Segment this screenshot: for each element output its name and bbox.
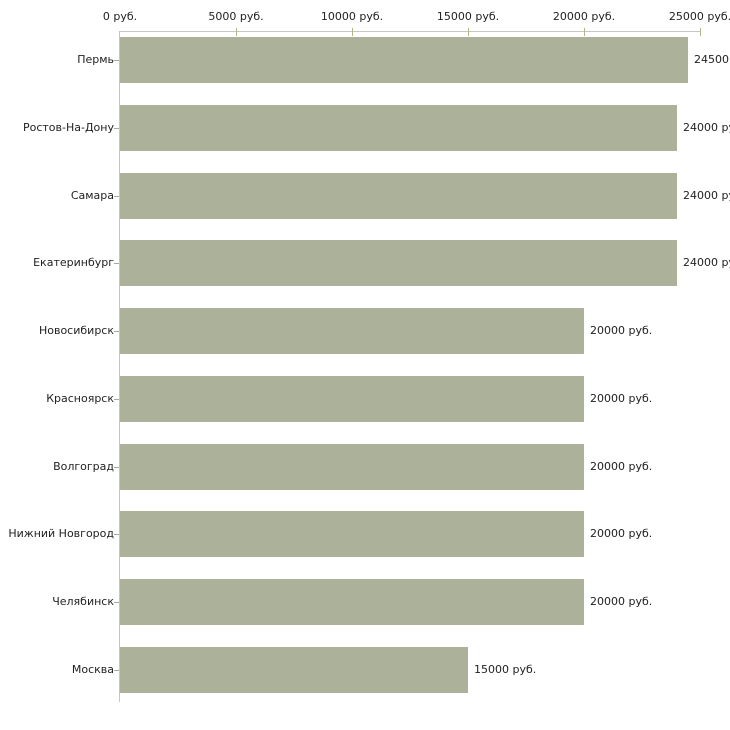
category-tick <box>114 399 119 400</box>
bar <box>120 647 468 693</box>
category-label: Красноярск <box>46 392 114 405</box>
bar <box>120 511 584 557</box>
x-axis-tick-label: 20000 руб. <box>552 10 616 23</box>
x-axis-tick <box>700 28 701 36</box>
bar <box>120 308 584 354</box>
category-label: Нижний Новгород <box>8 527 114 540</box>
value-label: 20000 руб. <box>590 460 653 473</box>
value-label: 20000 руб. <box>590 527 653 540</box>
bar <box>120 37 688 83</box>
x-axis-tick-label: 10000 руб. <box>320 10 384 23</box>
value-label: 24000 руб. <box>683 256 730 269</box>
category-tick <box>114 263 119 264</box>
bar <box>120 579 584 625</box>
x-axis-tick <box>584 28 585 36</box>
value-label: 24000 руб. <box>683 121 730 134</box>
category-label: Екатеринбург <box>33 256 114 269</box>
x-axis-tick-label: 15000 руб. <box>436 10 500 23</box>
value-label: 15000 руб. <box>474 663 537 676</box>
value-label: 24000 руб. <box>683 189 730 202</box>
category-tick <box>114 196 119 197</box>
x-axis-tick <box>236 28 237 36</box>
category-tick <box>114 60 119 61</box>
x-axis-tick <box>352 28 353 36</box>
bar <box>120 376 584 422</box>
x-axis-line <box>119 31 701 32</box>
bar <box>120 240 677 286</box>
category-label: Самара <box>70 189 114 202</box>
bar <box>120 444 584 490</box>
value-label: 20000 руб. <box>590 392 653 405</box>
category-label: Волгоград <box>53 460 114 473</box>
category-label: Новосибирск <box>38 324 114 337</box>
category-label: Челябинск <box>52 595 114 608</box>
value-label: 24500 руб. <box>694 53 730 66</box>
category-tick <box>114 128 119 129</box>
category-label: Пермь <box>77 53 114 66</box>
bar <box>120 173 677 219</box>
category-label: Ростов-На-Дону <box>22 121 114 134</box>
category-tick <box>114 670 119 671</box>
category-tick <box>114 602 119 603</box>
bar <box>120 105 677 151</box>
category-label: Москва <box>71 663 114 676</box>
y-axis-line <box>119 31 120 702</box>
category-tick <box>114 331 119 332</box>
x-axis-tick-label: 0 руб. <box>102 10 138 23</box>
x-axis-tick-label: 25000 руб. <box>668 10 730 23</box>
x-axis-tick-label: 5000 руб. <box>208 10 264 23</box>
category-tick <box>114 467 119 468</box>
category-tick <box>114 534 119 535</box>
value-label: 20000 руб. <box>590 324 653 337</box>
value-label: 20000 руб. <box>590 595 653 608</box>
x-axis-tick <box>468 28 469 36</box>
